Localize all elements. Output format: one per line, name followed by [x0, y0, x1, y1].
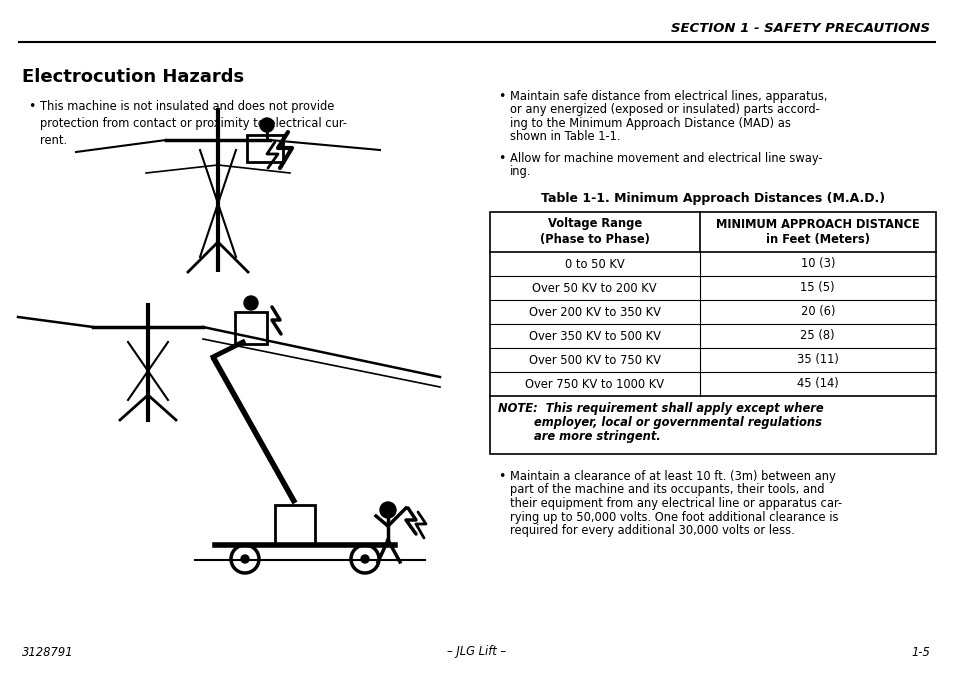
- Text: 1-5: 1-5: [910, 646, 929, 658]
- Bar: [234, 312, 267, 344]
- Text: are more stringent.: are more stringent.: [497, 430, 660, 443]
- Text: •: •: [497, 152, 505, 165]
- Circle shape: [260, 118, 274, 132]
- Text: Over 500 KV to 750 KV: Over 500 KV to 750 KV: [528, 354, 660, 366]
- Text: •: •: [497, 470, 505, 483]
- Circle shape: [360, 555, 369, 563]
- Text: rying up to 50,000 volts. One foot additional clearance is: rying up to 50,000 volts. One foot addit…: [510, 510, 838, 523]
- Text: Voltage Range
(Phase to Phase): Voltage Range (Phase to Phase): [539, 218, 649, 247]
- Bar: [247, 135, 283, 162]
- Text: part of the machine and its occupants, their tools, and: part of the machine and its occupants, t…: [510, 483, 823, 496]
- Text: or any energized (exposed or insulated) parts accord-: or any energized (exposed or insulated) …: [510, 103, 819, 116]
- Text: Maintain a clearance of at least 10 ft. (3m) between any: Maintain a clearance of at least 10 ft. …: [510, 470, 835, 483]
- Text: MINIMUM APPROACH DISTANCE
in Feet (Meters): MINIMUM APPROACH DISTANCE in Feet (Meter…: [715, 218, 919, 247]
- Text: This machine is not insulated and does not provide
protection from contact or pr: This machine is not insulated and does n…: [40, 100, 347, 147]
- Text: 10 (3): 10 (3): [800, 258, 834, 270]
- Text: Table 1-1. Minimum Approach Distances (M.A.D.): Table 1-1. Minimum Approach Distances (M…: [540, 192, 884, 205]
- Text: NOTE:  This requirement shall apply except where: NOTE: This requirement shall apply excep…: [497, 402, 822, 415]
- Text: •: •: [497, 90, 505, 103]
- Circle shape: [244, 296, 257, 310]
- Text: SECTION 1 - SAFETY PRECAUTIONS: SECTION 1 - SAFETY PRECAUTIONS: [670, 22, 929, 34]
- Text: Electrocution Hazards: Electrocution Hazards: [22, 68, 244, 86]
- Text: Maintain safe distance from electrical lines, apparatus,: Maintain safe distance from electrical l…: [510, 90, 826, 103]
- Bar: [274, 505, 314, 545]
- Text: their equipment from any electrical line or apparatus car-: their equipment from any electrical line…: [510, 497, 841, 510]
- Text: shown in Table 1-1.: shown in Table 1-1.: [510, 130, 619, 143]
- Text: ing to the Minimum Approach Distance (MAD) as: ing to the Minimum Approach Distance (MA…: [510, 117, 790, 130]
- Text: Over 350 KV to 500 KV: Over 350 KV to 500 KV: [528, 329, 660, 343]
- Circle shape: [379, 502, 395, 518]
- Text: 0 to 50 KV: 0 to 50 KV: [564, 258, 624, 270]
- Bar: [490, 212, 935, 454]
- Text: employer, local or governmental regulations: employer, local or governmental regulati…: [497, 416, 821, 429]
- Text: •: •: [28, 100, 35, 113]
- Text: required for every additional 30,000 volts or less.: required for every additional 30,000 vol…: [510, 524, 794, 537]
- Text: – JLG Lift –: – JLG Lift –: [447, 646, 506, 658]
- Text: Allow for machine movement and electrical line sway-: Allow for machine movement and electrica…: [510, 152, 821, 165]
- Text: Over 750 KV to 1000 KV: Over 750 KV to 1000 KV: [525, 377, 663, 391]
- Text: 25 (8): 25 (8): [800, 329, 834, 343]
- Text: ing.: ing.: [510, 166, 531, 178]
- Text: 45 (14): 45 (14): [796, 377, 838, 391]
- Text: Over 50 KV to 200 KV: Over 50 KV to 200 KV: [532, 281, 657, 295]
- Text: Over 200 KV to 350 KV: Over 200 KV to 350 KV: [528, 306, 660, 318]
- Text: 15 (5): 15 (5): [800, 281, 834, 295]
- Text: 20 (6): 20 (6): [800, 306, 834, 318]
- Text: 3128791: 3128791: [22, 646, 73, 658]
- Circle shape: [241, 555, 249, 563]
- Text: 35 (11): 35 (11): [796, 354, 838, 366]
